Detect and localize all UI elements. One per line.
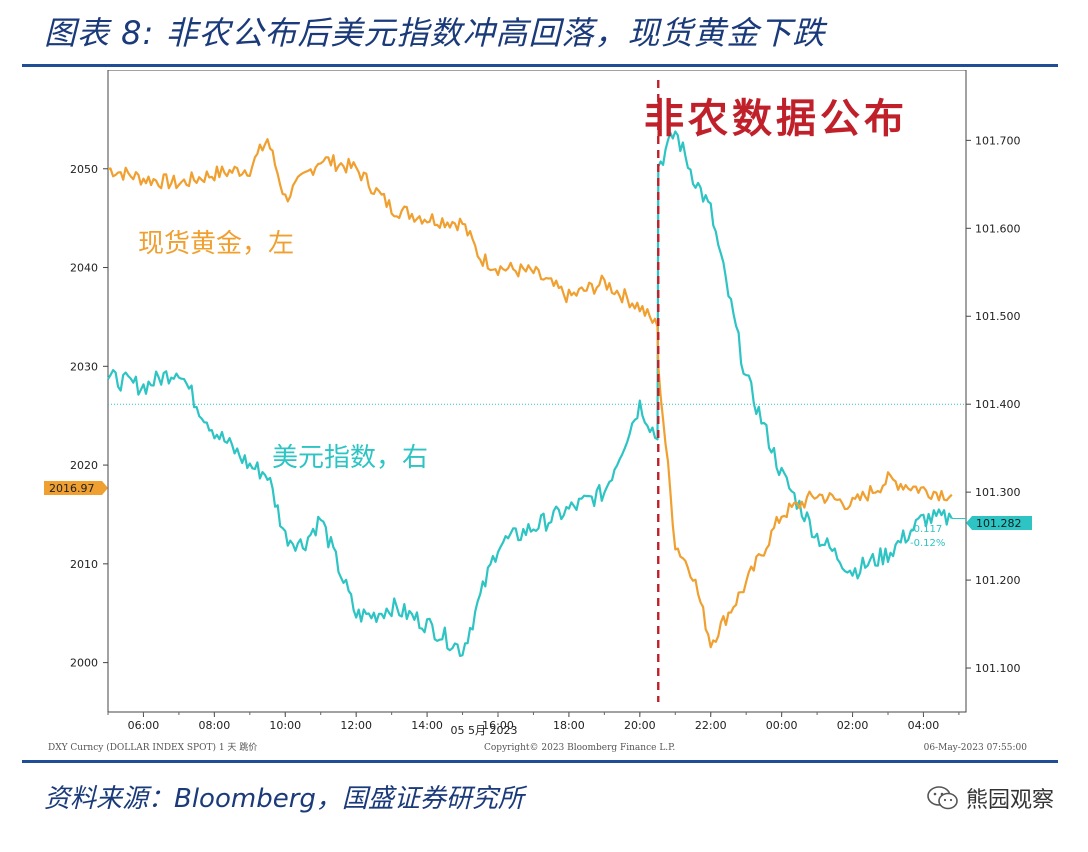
wechat-icon [927,786,958,810]
source-note: 资料来源：Bloomberg，国盛证券研究所 [44,784,524,814]
y-right-tick-label: 101.100 [975,662,1021,675]
event-annotation: 非农数据公布 [644,96,908,142]
x-tick-label: 00:00 [766,719,798,732]
gold-series-label: 现货黄金，左 [138,229,294,259]
series-layer [107,80,966,702]
ticks-layer: 06:00 08:00 10:00 12:00 14:00 16:00 18:00 20:00… [70,134,1021,732]
x-tick-label: 22:00 [695,719,727,732]
y-right-tick-label: 101.400 [975,398,1021,411]
dxy-last-marker [966,516,1032,530]
watermark-text: 熊园观察 [965,788,1054,813]
x-tick-label: 10:00 [269,719,301,732]
y-right-tick-label: 101.500 [975,310,1021,323]
x-date-label: 05 5月 2023 [451,724,518,737]
x-tick-label: 20:00 [624,719,656,732]
footer-mid: Copyright© 2023 Bloomberg Finance L.P. [484,743,675,753]
plot-frame [107,70,967,713]
y-left-tick-label: 2050 [70,163,98,176]
y-left-tick-label: 2020 [70,459,98,472]
x-tick-label: 02:00 [837,719,869,732]
figure-title: 图表 8: 非农公布后美元指数冲高回落，现货黄金下跌 [44,14,826,52]
footer-right: 06-May-2023 07:55:00 [924,743,1028,753]
gold-last-label: 2016.97 [49,482,95,495]
footer-left: DXY Curncy (DOLLAR INDEX SPOT) 1 天 跳价 [48,741,257,753]
y-left-tick-label: 2030 [70,360,98,373]
y-left-tick-label: 2040 [70,262,98,275]
gold-series-line [107,138,953,649]
y-right-tick-label: 101.300 [975,486,1021,499]
gold-last-marker [44,481,108,495]
watermark: 熊园观察 [926,782,1054,814]
x-tick-label: 04:00 [908,719,940,732]
dxy-series-line [107,130,953,657]
chart-svg: 06:00 08:00 10:00 12:00 14:00 16:00 18:00 20:00… [44,70,1032,753]
y-right-tick-label: 101.600 [975,222,1021,235]
y-right-tick-label: 101.700 [975,134,1021,147]
y-right-tick-label: 101.200 [975,574,1021,587]
dxy-series-label: 美元指数，右 [272,443,428,473]
y-left-tick-label: 2010 [70,558,98,571]
y-left-tick-label: 2000 [70,657,98,670]
top-rule [22,64,1058,67]
x-tick-label: 08:00 [199,719,231,732]
x-tick-label: 18:00 [553,719,585,732]
x-tick-label: 16:00 [482,719,514,732]
x-tick-label: 14:00 [411,719,443,732]
bottom-rule [22,760,1058,763]
dxy-change-pct: -0.12% [910,538,945,549]
dxy-change: -0.117 [910,524,942,535]
dxy-last-label: 101.282 [976,517,1022,530]
x-tick-label: 06:00 [128,719,160,732]
x-tick-label: 12:00 [340,719,372,732]
